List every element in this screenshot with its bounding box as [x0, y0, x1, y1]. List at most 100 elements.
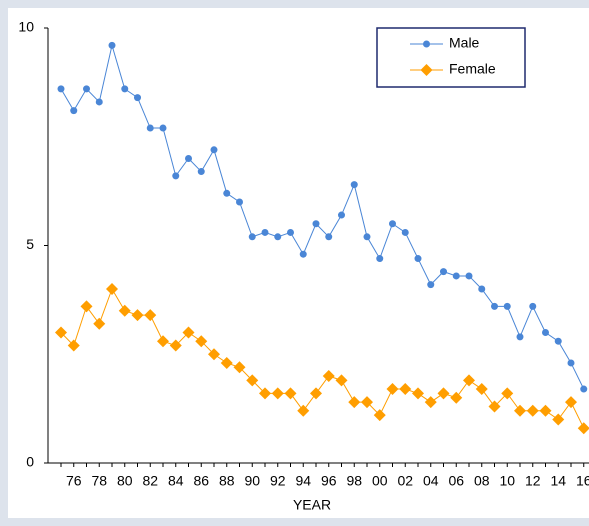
y-tick-label: 0 [26, 454, 34, 470]
point [516, 333, 524, 341]
point [197, 168, 205, 176]
x-tick-label: 00 [372, 473, 388, 489]
legend-label: Male [449, 35, 480, 51]
point [565, 396, 577, 409]
point [271, 387, 284, 400]
point [67, 339, 80, 352]
point [233, 361, 246, 374]
point [246, 374, 259, 387]
point [55, 326, 67, 339]
point [274, 233, 282, 241]
legend-label: Female [449, 61, 496, 77]
x-tick-label: 98 [346, 473, 362, 489]
point [169, 339, 182, 352]
chart-area [8, 8, 589, 518]
point [172, 172, 180, 180]
x-tick-label: 96 [321, 473, 337, 489]
point [310, 387, 322, 400]
point [144, 309, 157, 322]
point [376, 255, 384, 263]
point [297, 404, 310, 417]
point [83, 85, 90, 93]
point [220, 356, 233, 369]
point [261, 228, 269, 236]
point [373, 409, 386, 422]
point [106, 283, 118, 295]
x-tick-label: 04 [423, 473, 439, 489]
point [57, 85, 65, 93]
x-tick-label: 84 [168, 473, 184, 489]
point [424, 396, 437, 409]
point [312, 220, 320, 228]
x-tick-label: 94 [295, 473, 311, 489]
legend [376, 27, 526, 88]
point [335, 374, 348, 387]
point [386, 383, 399, 396]
point [363, 233, 371, 241]
point [412, 387, 424, 400]
point [463, 374, 475, 387]
point [580, 385, 588, 393]
point [223, 189, 231, 197]
x-tick-label: 06 [448, 473, 464, 489]
point [108, 41, 116, 49]
x-tick-label: 92 [270, 473, 286, 489]
x-axis-title: YEAR [293, 497, 331, 513]
point [465, 272, 473, 280]
x-tick-label: 08 [474, 473, 490, 489]
point [529, 302, 537, 310]
x-tick-label: 80 [117, 473, 133, 489]
point [93, 317, 106, 330]
point [552, 413, 565, 426]
x-tick-label: 14 [550, 473, 566, 489]
point [350, 181, 358, 189]
point [361, 396, 373, 409]
point [131, 309, 144, 322]
point [70, 107, 78, 115]
point [488, 400, 501, 413]
point [491, 302, 498, 310]
point [526, 404, 539, 417]
point [299, 250, 307, 258]
point [134, 94, 141, 102]
point [501, 387, 514, 400]
point [475, 383, 488, 396]
point [450, 391, 463, 404]
point [554, 337, 562, 345]
x-tick-label: 76 [66, 473, 82, 489]
point [325, 233, 333, 241]
x-tick-label: 82 [142, 473, 158, 489]
point [248, 233, 256, 241]
x-tick-label: 16 [576, 473, 589, 489]
point [542, 329, 549, 336]
point [427, 281, 435, 289]
x-tick-label: 02 [397, 473, 413, 489]
point [95, 98, 103, 106]
point [414, 255, 422, 263]
point [80, 300, 93, 313]
point [389, 220, 396, 228]
point [478, 285, 486, 293]
point [146, 124, 154, 132]
point [182, 326, 195, 339]
x-tick-label: 90 [244, 473, 260, 489]
point [423, 40, 430, 48]
point [338, 211, 345, 219]
point [195, 335, 208, 348]
point [567, 359, 575, 367]
y-tick-label: 10 [18, 19, 34, 35]
point [118, 304, 131, 317]
point [210, 146, 218, 154]
point [322, 370, 335, 382]
y-tick-label: 5 [26, 236, 34, 252]
point [420, 64, 433, 76]
point [259, 387, 271, 400]
point [185, 155, 192, 162]
point [401, 228, 409, 236]
x-tick-label: 10 [499, 473, 515, 489]
point [121, 85, 129, 93]
point [159, 124, 167, 132]
x-tick-label: 88 [219, 473, 235, 489]
point [287, 228, 294, 236]
